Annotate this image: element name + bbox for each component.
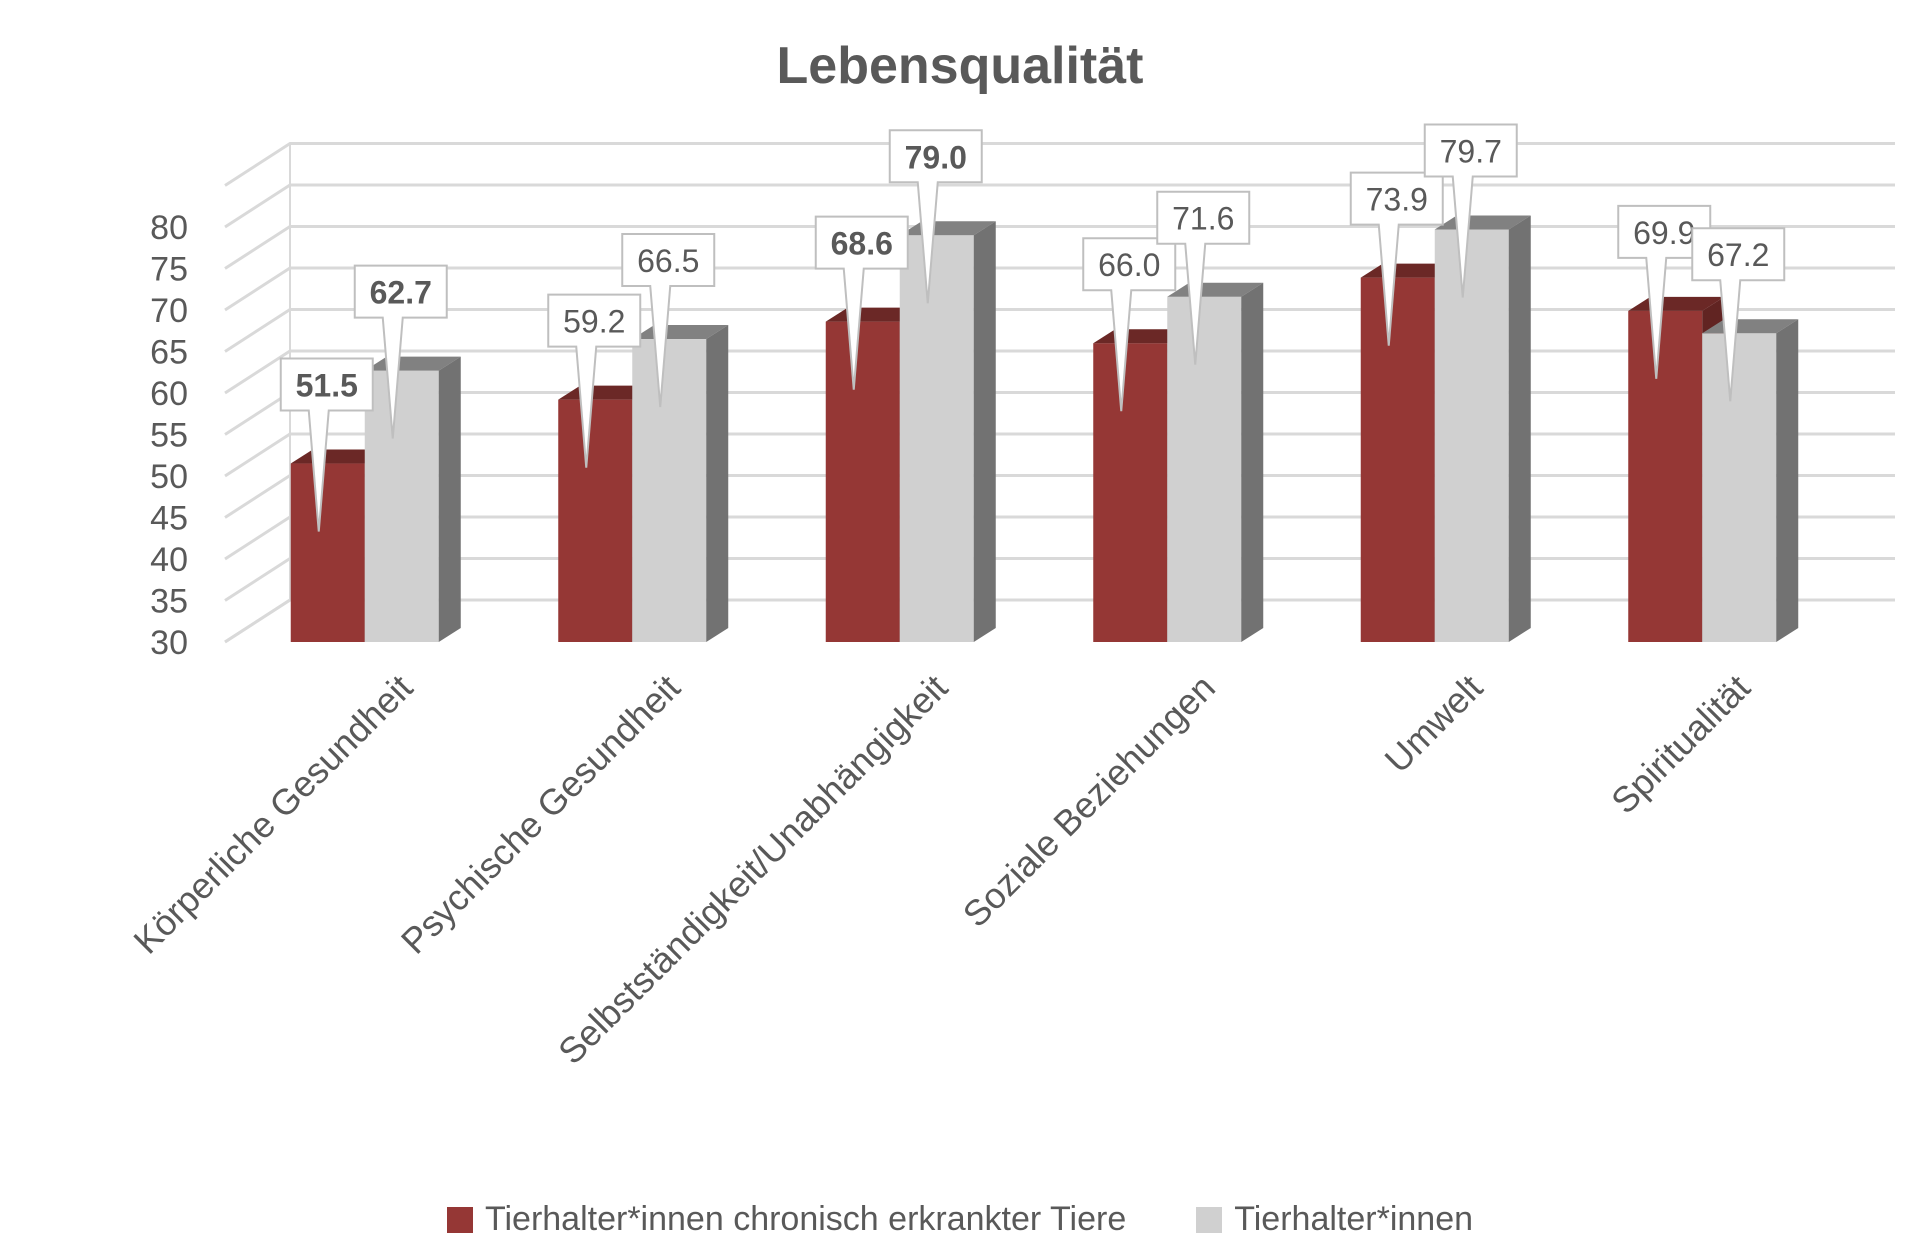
y-tick-label: 40 — [150, 541, 188, 579]
data-label: 66.0 — [1098, 247, 1160, 283]
legend-swatch-series-2 — [1196, 1206, 1223, 1233]
data-label-callout — [1156, 190, 1251, 365]
data-label-callout — [1691, 227, 1786, 402]
y-tick-label: 75 — [150, 251, 188, 289]
data-label: 79.7 — [1440, 133, 1502, 169]
bar-1-5 — [1360, 277, 1435, 642]
x-tick-label: Umwelt — [1377, 667, 1491, 781]
legend-label-series-2: Tierhalter*innen — [1234, 1200, 1474, 1238]
data-label-callout — [888, 129, 983, 304]
data-label-callout — [1617, 204, 1712, 379]
data-label-callout — [814, 215, 909, 390]
y-tick-label: 70 — [150, 292, 188, 330]
data-label: 51.5 — [296, 368, 358, 404]
y-tick-label: 60 — [150, 375, 188, 413]
y-tick-label: 45 — [150, 500, 188, 538]
bar-side-2-3 — [973, 221, 996, 643]
y-tick-label: 65 — [150, 334, 188, 372]
data-label: 62.7 — [370, 275, 432, 311]
data-label-callout — [547, 293, 642, 468]
gridline — [224, 142, 1895, 187]
data-label: 67.2 — [1707, 237, 1769, 273]
y-tick-label: 50 — [150, 458, 188, 496]
data-label-callout — [279, 357, 374, 532]
bar-2-1 — [364, 370, 439, 642]
bar-2-6 — [1702, 333, 1777, 642]
bar-1-1 — [290, 463, 365, 642]
data-label-callout — [1423, 123, 1518, 298]
data-label-callout — [353, 264, 448, 439]
bar-side-2-6 — [1776, 319, 1799, 642]
bar-2-3 — [899, 235, 974, 643]
y-tick-label: 35 — [150, 583, 188, 621]
x-tick-label: Soziale Beziehungen — [955, 667, 1223, 935]
bar-1-4 — [1093, 343, 1168, 642]
data-label: 66.5 — [637, 243, 699, 279]
legend-swatch-series-1 — [446, 1206, 473, 1233]
x-tick-label: Körperliche Gesundheit — [125, 667, 420, 962]
y-tick-label: 80 — [150, 209, 188, 247]
legend-item-series-2: Tierhalter*innen — [1196, 1200, 1473, 1239]
y-tick-label: 55 — [150, 417, 188, 455]
legend-label-series-1: Tierhalter*innen chronisch erkrankter Ti… — [484, 1200, 1127, 1238]
x-tick-label: Psychische Gesundheit — [393, 667, 688, 962]
data-label: 73.9 — [1366, 182, 1428, 218]
bar-side-2-5 — [1508, 215, 1531, 643]
bar-2-4 — [1167, 296, 1242, 642]
data-label: 71.6 — [1172, 201, 1234, 237]
y-tick-label: 30 — [150, 624, 188, 662]
legend-item-series-1: Tierhalter*innen chronisch erkrankter Ti… — [446, 1200, 1127, 1239]
bar-side-2-1 — [438, 356, 461, 642]
bar-side-2-2 — [706, 325, 729, 642]
bar-1-2 — [558, 399, 633, 642]
data-label: 79.0 — [905, 139, 967, 175]
legend: Tierhalter*innen chronisch erkrankter Ti… — [0, 1200, 1920, 1239]
bar-2-2 — [632, 339, 707, 642]
data-label: 68.6 — [831, 226, 893, 262]
bar-side-2-4 — [1241, 282, 1264, 642]
chart-title: Lebensqualität — [776, 37, 1144, 95]
x-tick-label: Spiritualität — [1603, 667, 1758, 822]
bar-1-3 — [825, 321, 900, 642]
data-label: 59.2 — [563, 304, 625, 340]
bar-2-5 — [1434, 229, 1509, 643]
data-label-callout — [1349, 171, 1444, 346]
bar-1-6 — [1628, 310, 1703, 642]
data-label-callout — [621, 233, 716, 408]
data-label: 69.9 — [1633, 215, 1695, 251]
data-label-callout — [1082, 237, 1177, 412]
